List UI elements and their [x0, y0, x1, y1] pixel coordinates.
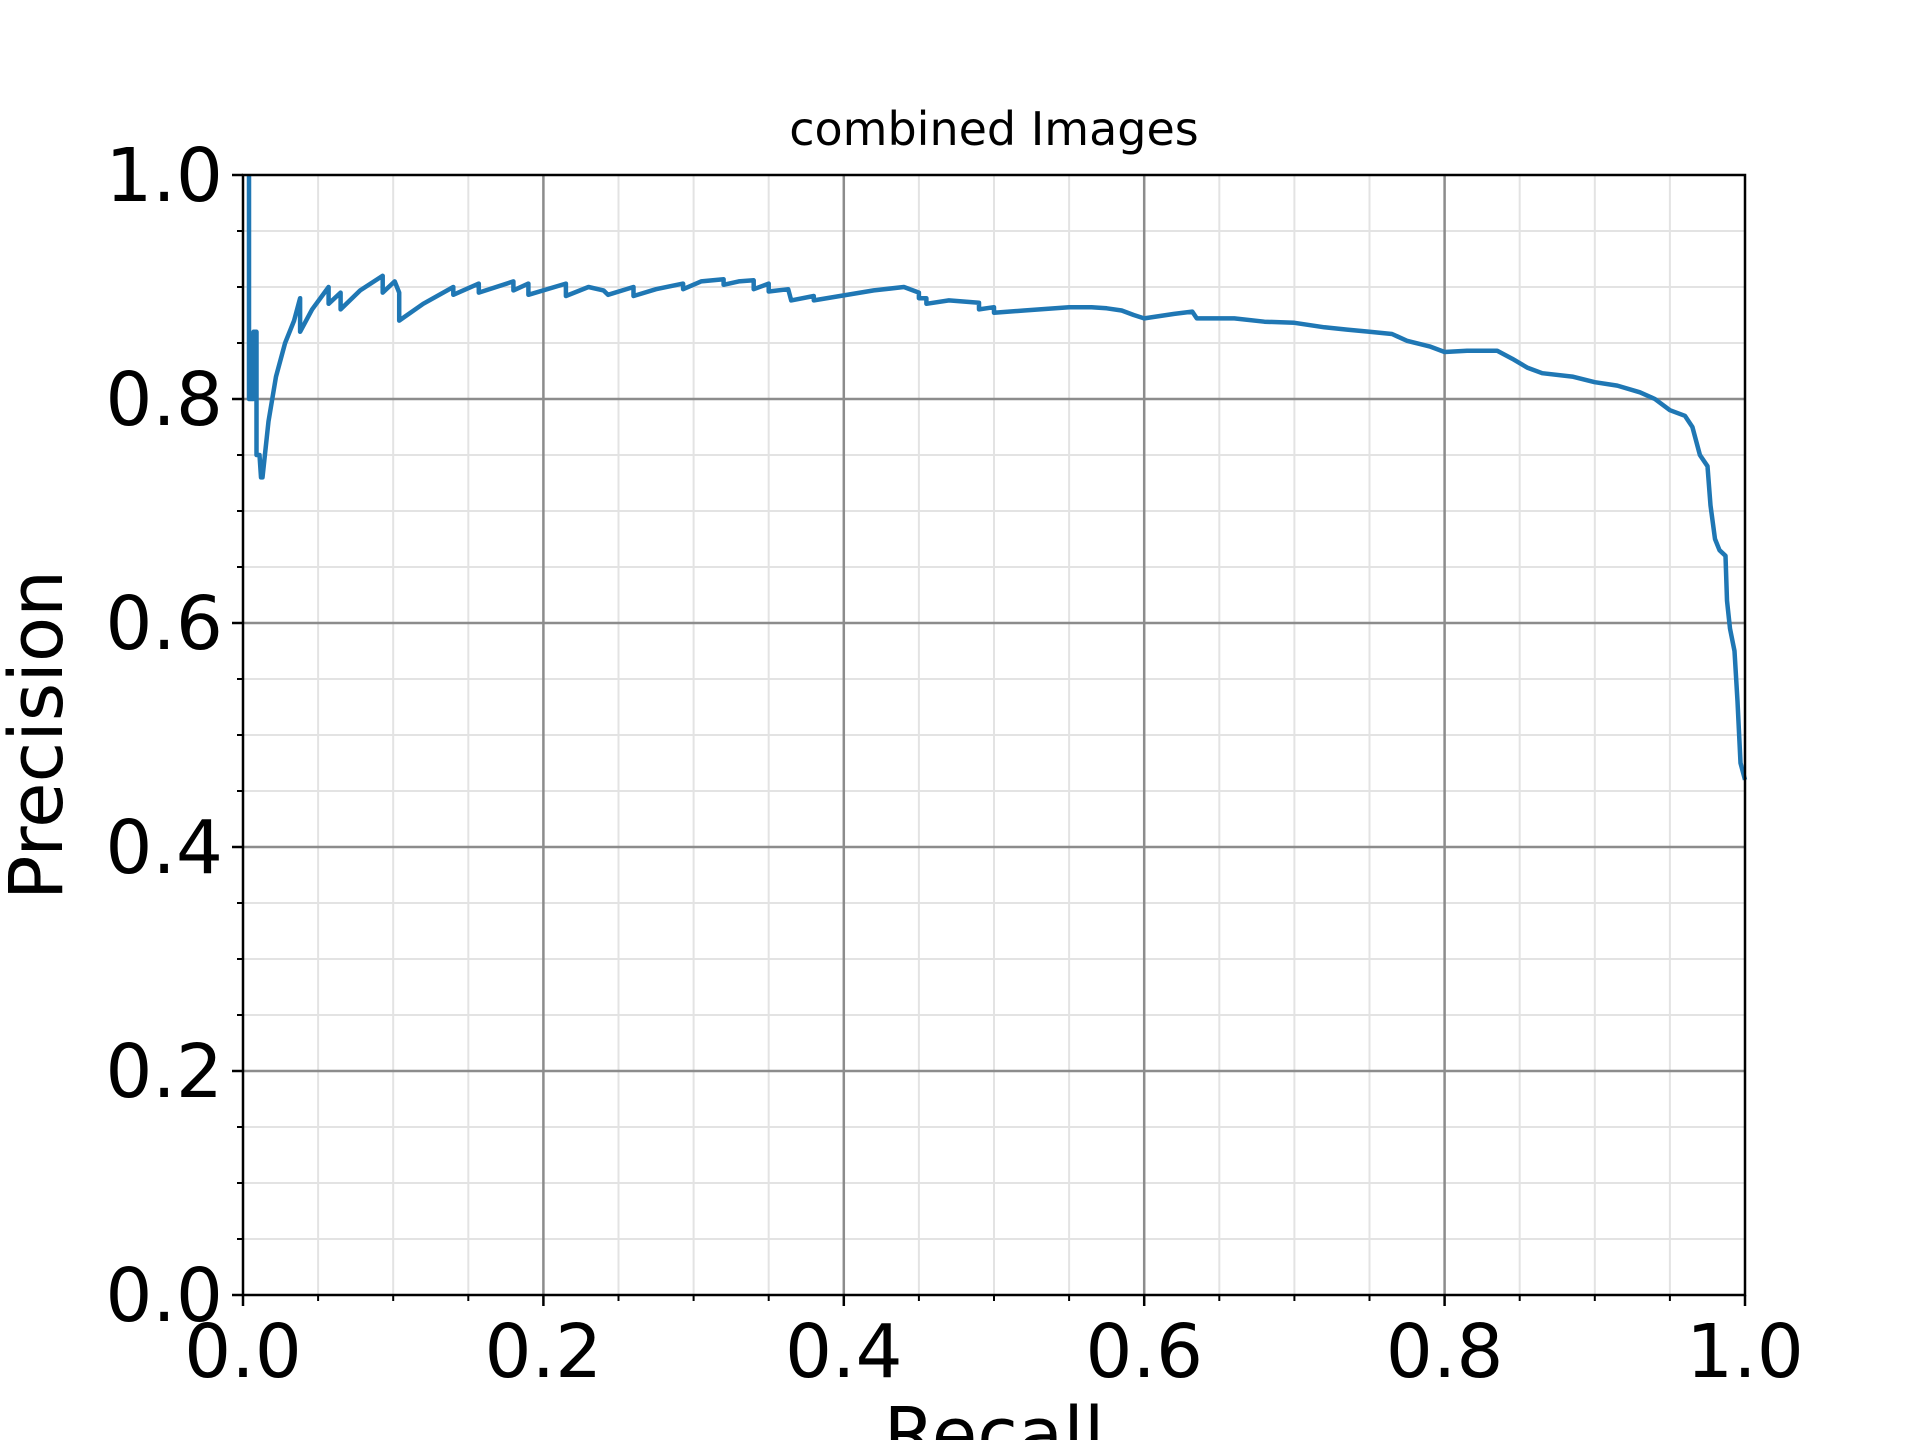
x-tick-label: 0.4	[785, 1309, 903, 1395]
y-tick-label: 0.6	[105, 581, 223, 667]
major-grid	[243, 175, 1745, 1295]
tick-labels: 0.0 0.2 0.4 0.6 0.8 1.0 0.0 0.2 0.4 0.6 0.8 1.0	[105, 133, 1804, 1395]
x-tick-label: 0.0	[184, 1309, 302, 1395]
series-layer	[246, 175, 1748, 781]
x-tick-label: 0.2	[485, 1309, 603, 1395]
axis-ticks	[232, 173, 1747, 1306]
y-axis-label: Precision	[0, 570, 80, 900]
chart-title: combined Images	[789, 102, 1199, 156]
y-tick-label: 1.0	[105, 133, 223, 219]
y-tick-label: 0.0	[105, 1253, 223, 1339]
precision-recall-line	[246, 175, 1748, 781]
y-tick-label: 0.8	[105, 357, 223, 443]
x-tick-label: 0.8	[1386, 1309, 1504, 1395]
x-tick-label: 0.6	[1085, 1309, 1203, 1395]
minor-grid	[243, 175, 1745, 1295]
y-tick-label: 0.4	[105, 805, 223, 891]
x-axis-label: Recall	[884, 1392, 1105, 1440]
y-tick-label: 0.2	[105, 1029, 223, 1115]
x-tick-label: 1.0	[1686, 1309, 1804, 1395]
